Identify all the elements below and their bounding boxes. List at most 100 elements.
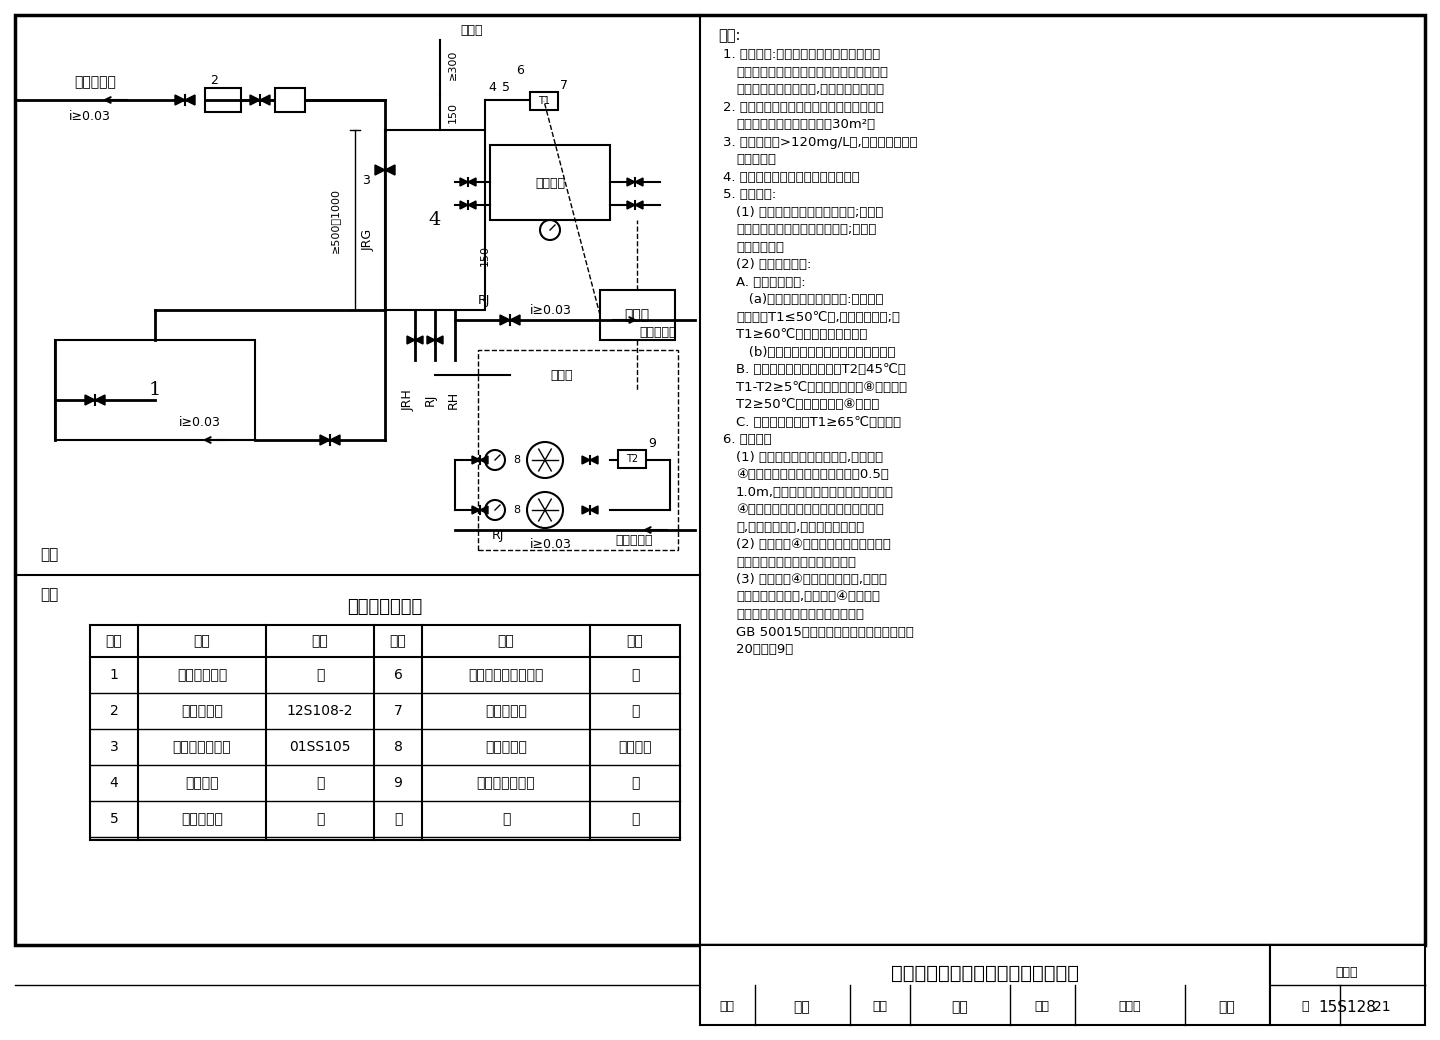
Text: RJ: RJ <box>478 293 491 307</box>
Bar <box>530 92 559 110</box>
Circle shape <box>485 500 505 520</box>
Polygon shape <box>582 456 590 464</box>
Polygon shape <box>374 165 384 175</box>
Text: 真空破坏器: 真空破坏器 <box>181 704 223 718</box>
Text: (1) 储热水箱设于屋顶水箱间,储热水箱: (1) 储热水箱设于屋顶水箱间,储热水箱 <box>736 450 883 464</box>
Polygon shape <box>176 95 184 105</box>
Text: 求,当不能满足时,需设热水加压泵。: 求,当不能满足时,需设热水加压泵。 <box>736 520 864 534</box>
Polygon shape <box>95 395 105 405</box>
Text: 回水管水温显示；辅助热源启闭;回水循: 回水管水温显示；辅助热源启闭;回水循 <box>736 223 877 236</box>
Text: 控制器: 控制器 <box>625 308 649 322</box>
Text: 序号: 序号 <box>390 634 406 648</box>
Text: 环泵启闭等。: 环泵启闭等。 <box>736 240 783 254</box>
Polygon shape <box>500 315 510 326</box>
Text: 150: 150 <box>448 102 458 123</box>
Text: 4: 4 <box>488 80 495 94</box>
Text: －: － <box>631 812 639 826</box>
Text: ≥500～1000: ≥500～1000 <box>330 187 340 253</box>
Text: T2: T2 <box>626 454 638 464</box>
Bar <box>275 88 305 112</box>
Text: 6. 储热水箱: 6. 储热水箱 <box>723 433 772 446</box>
Text: 6: 6 <box>516 63 524 77</box>
Text: 2: 2 <box>109 704 118 718</box>
Text: －: － <box>393 812 402 826</box>
Text: T1-T2≥5℃时，回水循环泵⑧开启；当: T1-T2≥5℃时，回水循环泵⑧开启；当 <box>736 381 907 393</box>
Bar <box>384 130 485 310</box>
Text: 15S128: 15S128 <box>1318 999 1377 1014</box>
Circle shape <box>540 220 560 240</box>
Bar <box>618 450 647 468</box>
Text: 液位传感器: 液位传感器 <box>181 812 223 826</box>
Text: 回水温度传感器: 回水温度传感器 <box>477 776 536 790</box>
Text: 处理措施。: 处理措施。 <box>736 153 776 166</box>
Polygon shape <box>626 178 635 186</box>
Text: －: － <box>501 812 510 826</box>
Text: ④的设置高度应能满足最不利点水压的要: ④的设置高度应能满足最不利点水压的要 <box>736 503 884 516</box>
Text: 冷水供水管: 冷水供水管 <box>73 75 117 89</box>
Polygon shape <box>85 395 95 405</box>
Text: 备注: 备注 <box>311 634 328 648</box>
Polygon shape <box>590 506 598 514</box>
Text: 王岩松: 王岩松 <box>1119 1000 1142 1014</box>
Text: (1) 水箱水位显示及高水位报警;水箱及: (1) 水箱水位显示及高水位报警;水箱及 <box>736 206 883 218</box>
Text: T2≥50℃，回水循环泵⑧关闭。: T2≥50℃，回水循环泵⑧关闭。 <box>736 398 880 411</box>
Polygon shape <box>635 201 644 209</box>
Polygon shape <box>261 95 271 105</box>
Bar <box>700 945 1270 1025</box>
Bar <box>490 145 611 220</box>
Polygon shape <box>626 201 635 209</box>
Circle shape <box>527 442 563 478</box>
Bar <box>478 350 678 550</box>
Text: i≥0.03: i≥0.03 <box>179 416 220 428</box>
Text: 4: 4 <box>109 776 118 790</box>
Text: i≥0.03: i≥0.03 <box>69 109 111 123</box>
Text: GB 50015的要求。具体做法详见本图集第: GB 50015的要求。具体做法详见本图集第 <box>736 625 914 639</box>
Text: ≥300: ≥300 <box>448 50 458 80</box>
Text: 20页说明9。: 20页说明9。 <box>736 643 793 656</box>
Text: RH: RH <box>446 391 459 409</box>
Text: 150: 150 <box>480 244 490 265</box>
Text: 1.0m,保证集热系统自然循环。储热水箱: 1.0m,保证集热系统自然循环。储热水箱 <box>736 486 894 498</box>
Text: 1: 1 <box>109 668 118 682</box>
Text: 名称: 名称 <box>498 634 514 648</box>
Text: 和液位传感器控制水箱自动进水。: 和液位传感器控制水箱自动进水。 <box>736 555 855 569</box>
Bar <box>204 88 240 112</box>
Polygon shape <box>184 95 194 105</box>
Bar <box>14 15 1426 945</box>
Text: 辅助热源: 辅助热源 <box>536 177 564 189</box>
Text: 屋顶: 屋顶 <box>40 547 58 563</box>
Text: 审核: 审核 <box>720 1000 734 1014</box>
Text: 9: 9 <box>393 776 402 790</box>
Text: C. 防过热防护：当T1≥65℃时报警。: C. 防过热防护：当T1≥65℃时报警。 <box>736 416 901 428</box>
Polygon shape <box>330 435 340 445</box>
Polygon shape <box>480 506 488 514</box>
Text: 1: 1 <box>148 381 161 399</box>
Text: 直接供给用户使用,储热水箱④的出水水: 直接供给用户使用,储热水箱④的出水水 <box>736 591 880 603</box>
Text: 4: 4 <box>429 211 441 229</box>
Text: 一用一备: 一用一备 <box>618 740 652 754</box>
Text: 3. 当原水硬度>120mg/L时,应采取阻垢缓蚀: 3. 当原水硬度>120mg/L时,应采取阻垢缓蚀 <box>723 135 917 149</box>
Polygon shape <box>472 456 480 464</box>
Polygon shape <box>472 506 480 514</box>
Text: i≥0.03: i≥0.03 <box>530 304 572 316</box>
Text: 7: 7 <box>560 78 567 92</box>
Text: 5. 控制要求:: 5. 控制要求: <box>723 188 776 201</box>
Polygon shape <box>590 456 598 464</box>
Polygon shape <box>320 435 330 445</box>
Text: 排污管: 排污管 <box>550 368 573 382</box>
Text: 6: 6 <box>393 668 402 682</box>
Text: 说明:: 说明: <box>719 28 740 43</box>
Text: 序号: 序号 <box>105 634 122 648</box>
Polygon shape <box>384 165 395 175</box>
Polygon shape <box>468 178 477 186</box>
Text: RJ: RJ <box>423 394 436 407</box>
Text: 定时间且T1≤50℃时,辅助热源开启;当: 定时间且T1≤50℃时,辅助热源开启;当 <box>736 311 900 323</box>
Text: RJ: RJ <box>492 528 504 542</box>
Circle shape <box>485 450 505 470</box>
Text: 3: 3 <box>109 740 118 754</box>
Text: (b)应设置手动控制辅助热源启闭装置。: (b)应设置手动控制辅助热源启闭装置。 <box>736 345 896 359</box>
Text: －: － <box>631 668 639 682</box>
Text: (2) 储热水箱④的进水管也可采用电磁阀: (2) 储热水箱④的进水管也可采用电磁阀 <box>736 538 891 551</box>
Text: 5: 5 <box>109 812 118 826</box>
Text: JRH: JRH <box>402 389 415 411</box>
